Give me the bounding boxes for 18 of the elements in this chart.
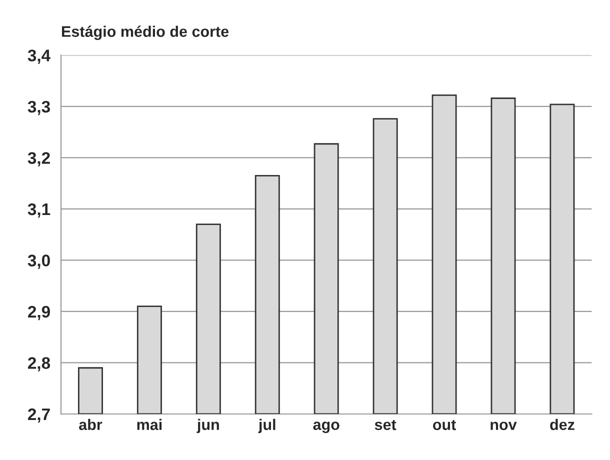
y-tick-label: 2,8	[28, 357, 50, 372]
x-tick-label: jul	[258, 418, 276, 434]
x-tick-label: abr	[79, 418, 102, 430]
y-tick-label: 2,9	[28, 306, 50, 320]
x-tick-label: ago	[313, 422, 340, 434]
x-tick-label: set	[374, 420, 396, 430]
x-tick-label: mai	[137, 418, 162, 430]
y-tick-label: 2,7	[28, 408, 50, 423]
x-tick-label: dez	[550, 418, 574, 430]
y-tick-label: 3,4	[28, 50, 50, 64]
y-tick-label: 3,1	[28, 203, 50, 218]
chart-title: Estágio médio de corte	[62, 26, 229, 40]
x-tick-label: jun	[196, 418, 219, 434]
y-tick-label: 3,0	[28, 254, 50, 269]
x-tick-label: nov	[490, 422, 517, 430]
x-tick-label: out	[433, 420, 456, 430]
y-tick-label: 3,3	[28, 100, 50, 116]
y-tick-label: 3,2	[28, 152, 50, 166]
